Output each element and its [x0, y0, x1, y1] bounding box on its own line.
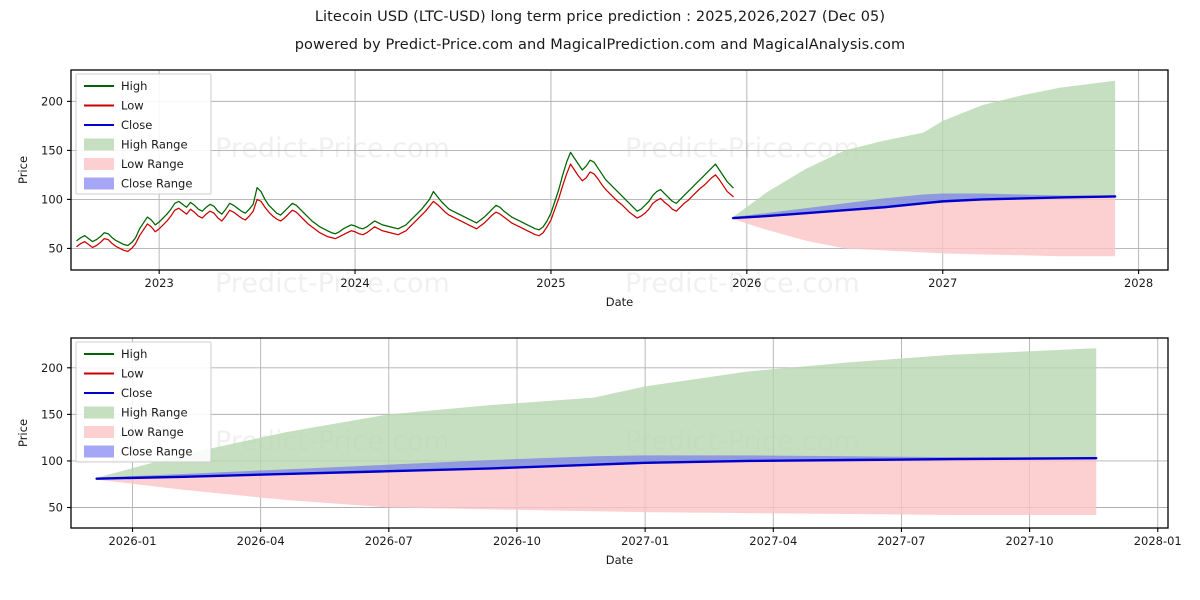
x-tick-label: 2027-04	[749, 534, 797, 548]
x-tick-label: 2027-01	[621, 534, 669, 548]
overview-chart-panel: Predict-Price.com Predict-Price.com Predic…	[0, 62, 1200, 312]
plot-frame	[70, 69, 1169, 271]
legend-label-high-range: High Range	[121, 406, 188, 420]
y-tick-label: 150	[41, 143, 63, 157]
chart-legend: High Low Close High Range Low Range Close Ran…	[75, 73, 212, 195]
axes-group: 50 100 150 200 2026-01 2026-04 2026-07 2026-10 2…	[41, 361, 1182, 548]
x-tick-label: 2024	[340, 276, 369, 290]
legend-label-close-range: Close Range	[121, 177, 192, 191]
legend-label-close: Close	[121, 118, 152, 132]
legend-swatch-high-range	[84, 406, 114, 419]
y-axis-label: Price	[16, 419, 30, 447]
axes-group: 50 100 150 200 2023 2024 2025 2026 2027 2028	[41, 94, 1153, 290]
x-tick-label: 2028	[1124, 276, 1153, 290]
band-high-range	[733, 80, 1116, 219]
y-tick-label: 50	[48, 501, 63, 515]
band-high-range	[96, 348, 1097, 479]
title-block: Litecoin USD (LTC-USD) long term price p…	[0, 0, 1200, 53]
x-axis-label: Date	[606, 295, 634, 309]
series-line-high	[76, 151, 734, 247]
legend-label-high: High	[121, 79, 147, 93]
legend-label-low-range: Low Range	[121, 425, 184, 439]
page-subtitle: powered by Predict-Price.com and Magical…	[294, 37, 906, 53]
x-tick-label: 2026-04	[237, 534, 285, 548]
x-tick-label: 2026	[732, 276, 761, 290]
y-axis-label: Price	[16, 156, 30, 184]
plot-frame	[70, 337, 1169, 529]
legend-swatch-low-range	[84, 426, 114, 438]
legend-swatch-close-range	[84, 445, 114, 458]
watermark-text: Predict-Price.com	[625, 268, 860, 299]
watermark-text: Predict-Price.com	[625, 133, 860, 164]
x-tick-label: 2026-10	[493, 534, 541, 548]
watermark-group: Predict-Price.com Predict-Price.com Predic…	[215, 133, 860, 299]
x-tick-label: 2027-10	[1006, 534, 1054, 548]
watermark-text: Predict-Price.com	[215, 268, 450, 299]
x-tick-label: 2027-07	[877, 534, 925, 548]
x-tick-label: 2026-07	[365, 534, 413, 548]
page-title: Litecoin USD (LTC-USD) long term price p…	[314, 9, 886, 25]
legend-label-low-range: Low Range	[121, 157, 184, 171]
y-tick-label: 200	[41, 361, 63, 375]
forecast-detail-chart-svg: Predict-Price.comPredict-Price.com501001…	[16, 337, 1182, 567]
legend-swatch-low-range	[84, 158, 114, 170]
watermark-text: Predict-Price.com	[215, 133, 450, 164]
legend-label-high-range: High Range	[121, 138, 188, 152]
y-tick-label: 50	[48, 241, 63, 255]
series-line-close	[731, 195, 1117, 220]
x-tick-label: 2025	[536, 276, 565, 290]
x-tick-label: 2027	[928, 276, 957, 290]
series-line-close	[95, 456, 1098, 480]
y-tick-label: 200	[41, 94, 63, 108]
x-tick-label: 2026-01	[108, 534, 156, 548]
legend-label-close: Close	[121, 386, 152, 400]
x-tick-label: 2023	[145, 276, 174, 290]
forecast-detail-chart-panel: Predict-Price.comPredict-Price.com501001…	[0, 330, 1200, 600]
plot-content	[95, 348, 1098, 515]
legend-swatch-close-range	[84, 177, 114, 190]
plot-content	[76, 80, 1117, 257]
x-axis-label: Date	[606, 553, 634, 567]
x-tick-label: 2028-01	[1134, 534, 1182, 548]
chart-legend: High Low Close High Range Low Range Close Ran…	[75, 341, 212, 463]
overview-chart-svg: Predict-Price.com Predict-Price.com Predic…	[16, 69, 1169, 309]
legend-swatch-high-range	[84, 138, 114, 151]
legend-label-low: Low	[121, 367, 144, 381]
series-line-low	[76, 163, 734, 252]
legend-label-high: High	[121, 347, 147, 361]
y-tick-label: 100	[41, 192, 63, 206]
y-tick-label: 100	[41, 454, 63, 468]
y-tick-label: 150	[41, 407, 63, 421]
legend-label-low: Low	[121, 99, 144, 113]
legend-label-close-range: Close Range	[121, 445, 192, 459]
